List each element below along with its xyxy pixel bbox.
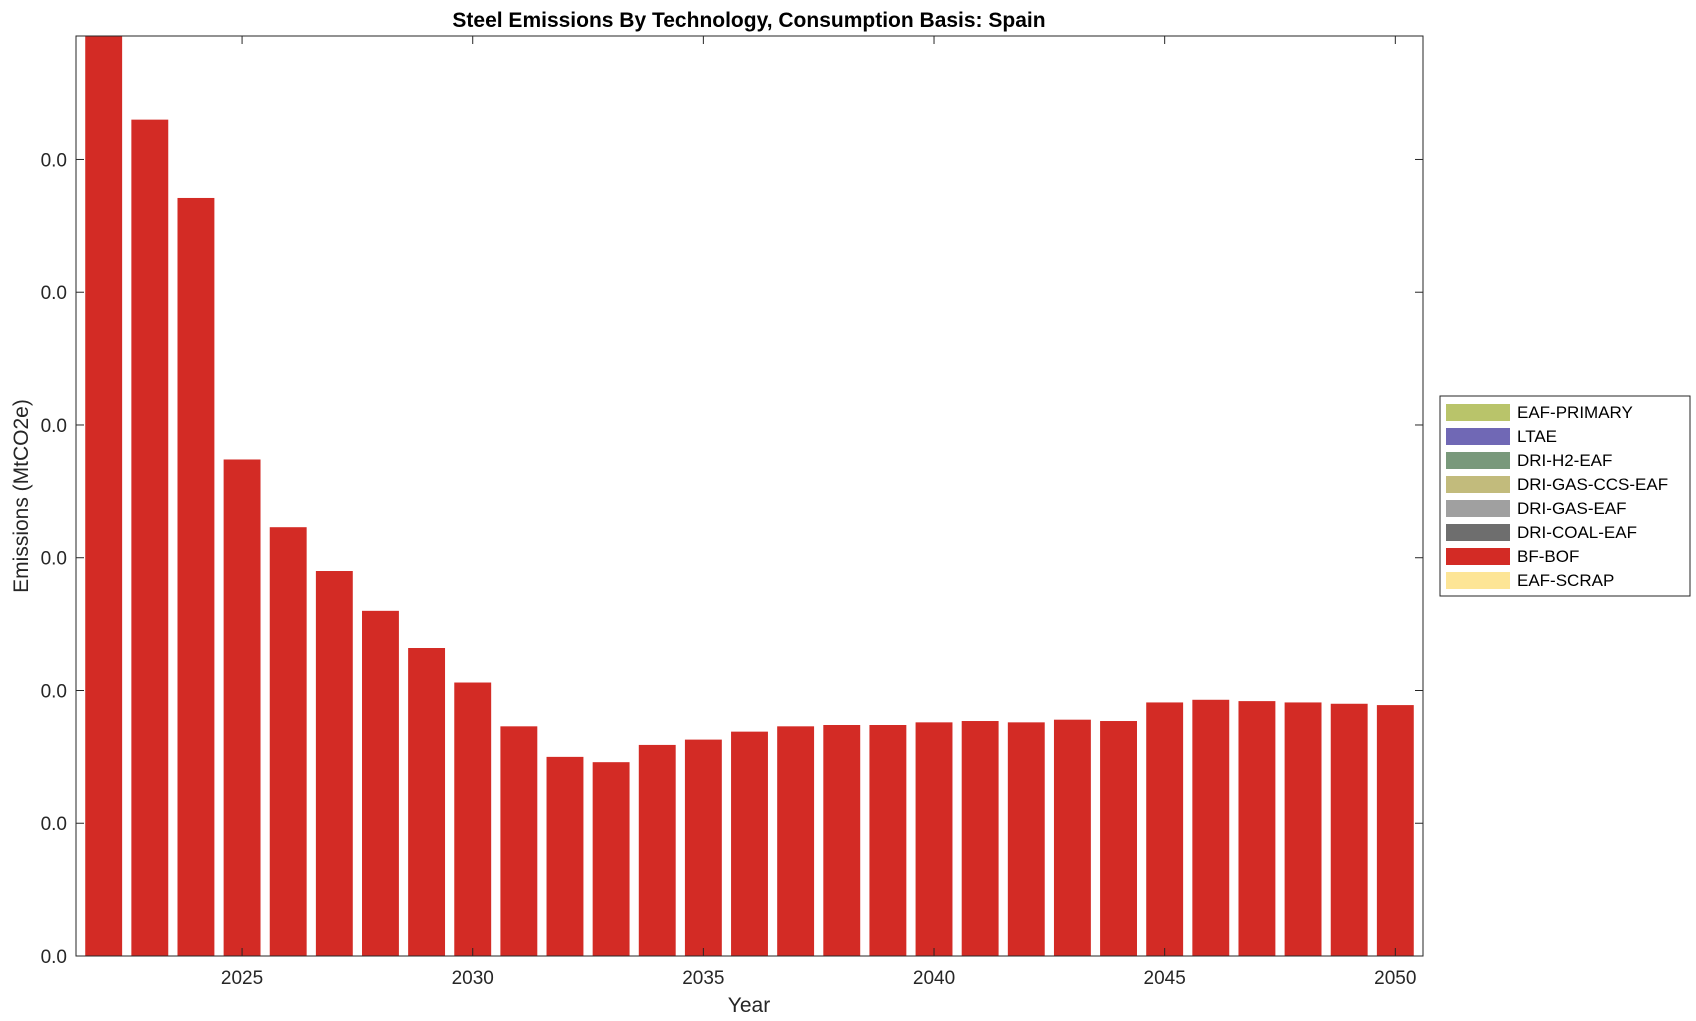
- x-tick-label: 2030: [452, 968, 494, 989]
- bar-bf-bof-2047: [1238, 701, 1276, 956]
- plot-frame: [75, 35, 1424, 957]
- legend-label-eaf-primary: EAF-PRIMARY: [1517, 403, 1633, 422]
- y-tick-label: 0.0: [41, 549, 67, 570]
- bar-bf-bof-2028: [362, 610, 399, 956]
- bar-bf-bof-2026: [269, 527, 307, 956]
- bar-bf-bof-2033: [592, 762, 630, 956]
- legend: EAF-PRIMARY LTAE DRI-H2-EAF DRI-GAS-CCS-EAF…: [1439, 395, 1691, 597]
- bar-bf-bof-2049: [1330, 703, 1368, 956]
- y-tick-label: 0.0: [41, 416, 67, 437]
- legend-label-dri-h2-eaf: DRI-H2-EAF: [1517, 451, 1612, 470]
- bar-bf-bof-2039: [869, 725, 907, 956]
- y-tick-label: 0.0: [41, 814, 67, 835]
- bar-bf-bof-2024: [177, 197, 215, 956]
- legend-swatch-ltae: [1446, 428, 1510, 445]
- bar-bf-bof-2034: [638, 744, 676, 956]
- bar-bf-bof-2046: [1192, 699, 1230, 956]
- x-tick-label: 2040: [913, 968, 955, 989]
- bar-bf-bof-2044: [1100, 721, 1137, 956]
- bar-bf-bof-2035: [684, 739, 722, 956]
- bar-bf-bof-2030: [454, 682, 492, 956]
- bar-bf-bof-2031: [500, 726, 538, 956]
- legend-label-dri-gas-eaf: DRI-GAS-EAF: [1517, 499, 1627, 518]
- bar-bf-bof-2042: [1007, 722, 1045, 956]
- legend-swatch-dri-gas-eaf: [1446, 500, 1510, 517]
- bar-bf-bof-2027: [315, 571, 353, 956]
- legend-box: [1439, 395, 1691, 597]
- bar-bf-bof-2050: [1376, 705, 1414, 956]
- y-tick-label: 0.0: [41, 681, 67, 702]
- y-axis-label: Emissions (MtCO2e): [10, 399, 33, 593]
- legend-swatch-dri-coal-eaf: [1446, 524, 1510, 541]
- axis-ticks: 2025 2030 2035 2040 2045 2050 0.0 0.0 0.0 0.0 0.0 0…: [41, 36, 1423, 989]
- y-tick-label: 0.0: [41, 150, 67, 171]
- plot-area: [85, 36, 1414, 956]
- legend-label-ltae: LTAE: [1517, 427, 1557, 446]
- x-tick-label: 2035: [682, 968, 724, 989]
- x-tick-label: 2025: [221, 968, 263, 989]
- bar-bf-bof-2043: [1053, 719, 1091, 956]
- y-tick-label: 0.0: [41, 947, 67, 968]
- chart-title: Steel Emissions By Technology, Consumpti…: [452, 9, 1045, 32]
- bar-bf-bof-2022: [85, 36, 123, 956]
- legend-swatch-dri-h2-eaf: [1446, 452, 1510, 469]
- legend-swatch-bf-bof: [1446, 548, 1510, 565]
- x-axis-label: Year: [728, 994, 770, 1017]
- legend-swatch-eaf-primary: [1446, 404, 1510, 421]
- legend-label-dri-coal-eaf: DRI-COAL-EAF: [1517, 523, 1637, 542]
- bar-bf-bof-2038: [823, 725, 861, 956]
- bar-bf-bof-2040: [915, 722, 953, 956]
- bar-bf-bof-2029: [408, 648, 446, 956]
- bar-bf-bof-2045: [1146, 702, 1184, 956]
- bar-bf-bof-2025: [223, 459, 261, 956]
- legend-swatch-eaf-scrap: [1446, 572, 1510, 589]
- x-tick-label: 2045: [1144, 968, 1186, 989]
- bar-bf-bof-2037: [777, 726, 815, 956]
- legend-label-bf-bof: BF-BOF: [1517, 547, 1579, 566]
- bar-bf-bof-2032: [546, 756, 584, 956]
- bar-bf-bof-2048: [1284, 702, 1322, 956]
- legend-label-dri-gas-ccs-eaf: DRI-GAS-CCS-EAF: [1517, 475, 1668, 494]
- bar-bf-bof-2041: [961, 721, 999, 956]
- y-tick-label: 0.0: [41, 283, 67, 304]
- legend-swatch-dri-gas-ccs-eaf: [1446, 476, 1510, 493]
- legend-label-eaf-scrap: EAF-SCRAP: [1517, 571, 1614, 590]
- bar-bf-bof-2036: [731, 731, 768, 956]
- x-tick-label: 2050: [1374, 968, 1416, 989]
- bar-bf-bof-2023: [131, 119, 169, 956]
